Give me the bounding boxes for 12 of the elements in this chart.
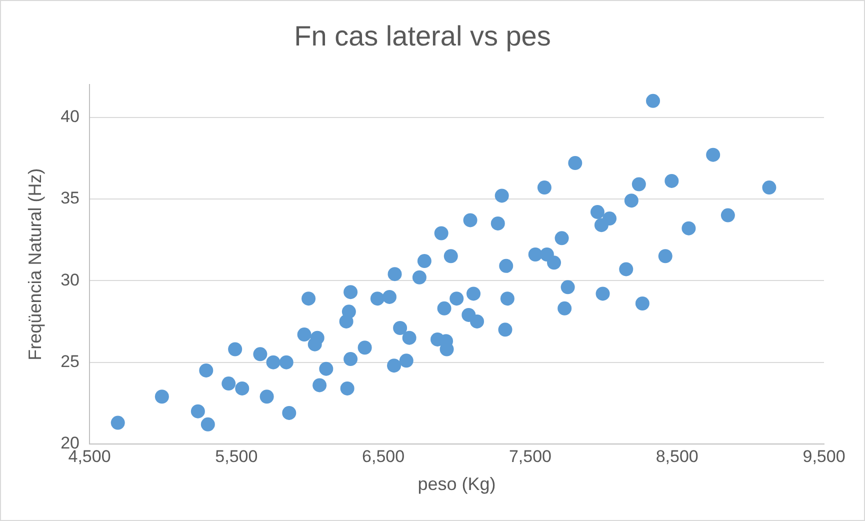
y-tick-label: 40 (60, 106, 80, 126)
x-tick-label: 8,500 (656, 446, 698, 466)
y-tick-label: 25 (60, 352, 80, 372)
y-tick-label: 30 (60, 270, 80, 290)
x-tick-label: 7,500 (508, 446, 552, 466)
x-axis-title: peso (Kg) (418, 474, 496, 494)
x-tick-label: 5,500 (215, 446, 258, 466)
chart-title: Fn cas lateral vs pes (294, 20, 551, 52)
x-tick-label: 6,500 (362, 446, 405, 466)
y-axis-title: Freqüencia Natural (Hz) (24, 168, 45, 360)
y-tick-label: 35 (60, 188, 80, 208)
x-tick-label: 9,500 (802, 446, 846, 466)
